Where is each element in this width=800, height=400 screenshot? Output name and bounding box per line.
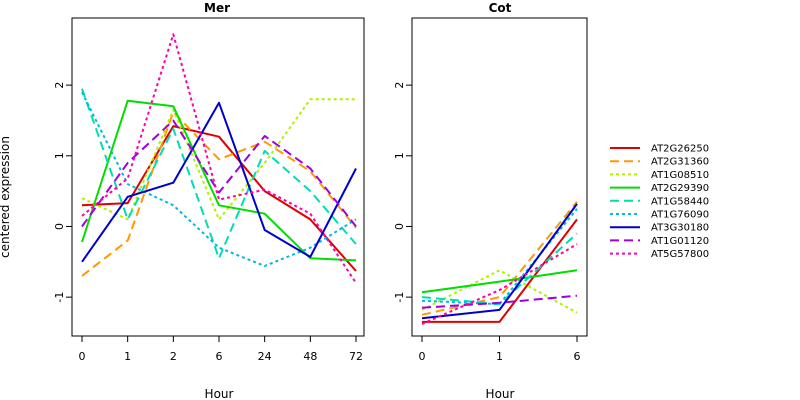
- legend-item: AT1G01120: [610, 236, 709, 247]
- legend-label: AT1G76090: [651, 210, 709, 221]
- panel-mer-y-tick-label: 2: [53, 82, 66, 89]
- panel-mer-y-axis: -1 0 1 2: [53, 82, 73, 303]
- series-line-at1g58440: [81, 88, 357, 260]
- legend-label: AT1G01120: [651, 236, 709, 247]
- legend: AT2G26250 AT2G31360 AT1G08510 AT2G29390 AT1G…: [610, 144, 709, 260]
- panel-cot-x-axis: 0 1 6: [419, 335, 581, 363]
- panel-mer-x-tick-label: 1: [124, 350, 131, 363]
- panel-mer-x-axis-label: Hour: [205, 387, 234, 400]
- panel-cot: Cot 0 1 6 -1 0 1 2 Hour: [393, 1, 588, 400]
- series-line-at2g29390: [421, 269, 578, 294]
- series-line-at1g76090: [421, 208, 578, 306]
- panel-cot-x-tick-label: 0: [419, 350, 426, 363]
- panel-cot-y-tick-label: 2: [393, 82, 406, 89]
- series-line-at1g01120: [81, 119, 357, 228]
- series-line-at1g01120: [421, 294, 578, 309]
- legend-label: AT3G30180: [651, 223, 709, 234]
- legend-label: AT5G57800: [651, 249, 709, 260]
- panel-mer-x-axis: 0 1 2 6 24 48 72: [79, 335, 363, 363]
- panel-mer-x-tick-label: 6: [216, 350, 223, 363]
- series-line-at5g57800: [421, 243, 578, 325]
- panel-mer-series: [81, 33, 357, 284]
- panel-cot-x-tick-label: 6: [574, 350, 581, 363]
- legend-item: AT2G26250: [610, 144, 709, 155]
- series-line-at3g30180: [81, 101, 357, 263]
- panel-cot-x-axis-label: Hour: [486, 387, 515, 400]
- panel-mer-x-tick-label: 72: [349, 350, 363, 363]
- panel-cot-y-tick-label: 1: [393, 152, 406, 159]
- legend-item: AT2G31360: [610, 157, 709, 168]
- legend-label: AT1G08510: [651, 170, 709, 181]
- series-line-at1g08510: [81, 98, 356, 221]
- legend-item: AT1G58440: [610, 196, 709, 207]
- legend-label: AT2G26250: [651, 144, 709, 155]
- legend-item: AT5G57800: [610, 249, 709, 260]
- panel-mer-x-tick-label: 2: [170, 350, 177, 363]
- legend-item: AT1G76090: [610, 210, 709, 221]
- panel-cot-y-axis: -1 0 1 2: [393, 82, 413, 303]
- panel-mer-y-tick-label: 1: [53, 152, 66, 159]
- series-line-at2g26250: [422, 218, 578, 323]
- panel-mer-x-tick-label: 48: [303, 350, 317, 363]
- panel-mer: Mer 0 1 2 6 24 48 72 -1 0 1 2 Hour: [53, 1, 365, 400]
- panel-mer-x-tick-label: 24: [258, 350, 272, 363]
- series-line-at1g76090: [81, 91, 357, 267]
- series-line-at3g30180: [421, 203, 578, 320]
- legend-label: AT1G58440: [651, 196, 709, 207]
- legend-item: AT2G29390: [610, 183, 709, 194]
- series-line-at5g57800: [81, 33, 357, 284]
- panel-cot-x-tick-label: 1: [496, 350, 503, 363]
- panel-cot-series: [421, 201, 578, 325]
- panel-mer-y-tick-label: -1: [53, 292, 66, 303]
- legend-item: AT1G08510: [610, 170, 709, 181]
- series-line-at2g31360: [81, 111, 357, 277]
- panel-cot-y-tick-label: -1: [393, 292, 406, 303]
- legend-label: AT2G29390: [651, 183, 709, 194]
- panel-mer-x-tick-label: 0: [79, 350, 86, 363]
- panel-mer-y-tick-label: 0: [53, 223, 66, 230]
- series-line-at1g58440: [421, 232, 578, 306]
- series-line-at2g26250: [81, 125, 357, 272]
- legend-label: AT2G31360: [651, 157, 709, 168]
- series-line-at2g29390: [81, 99, 357, 262]
- y-axis-label: centered expression: [0, 136, 12, 258]
- panel-mer-title: Mer: [204, 1, 230, 15]
- panel-cot-y-tick-label: 0: [393, 223, 406, 230]
- series-line-at2g31360: [421, 201, 578, 316]
- panel-cot-title: Cot: [489, 1, 512, 15]
- legend-item: AT3G30180: [610, 223, 709, 234]
